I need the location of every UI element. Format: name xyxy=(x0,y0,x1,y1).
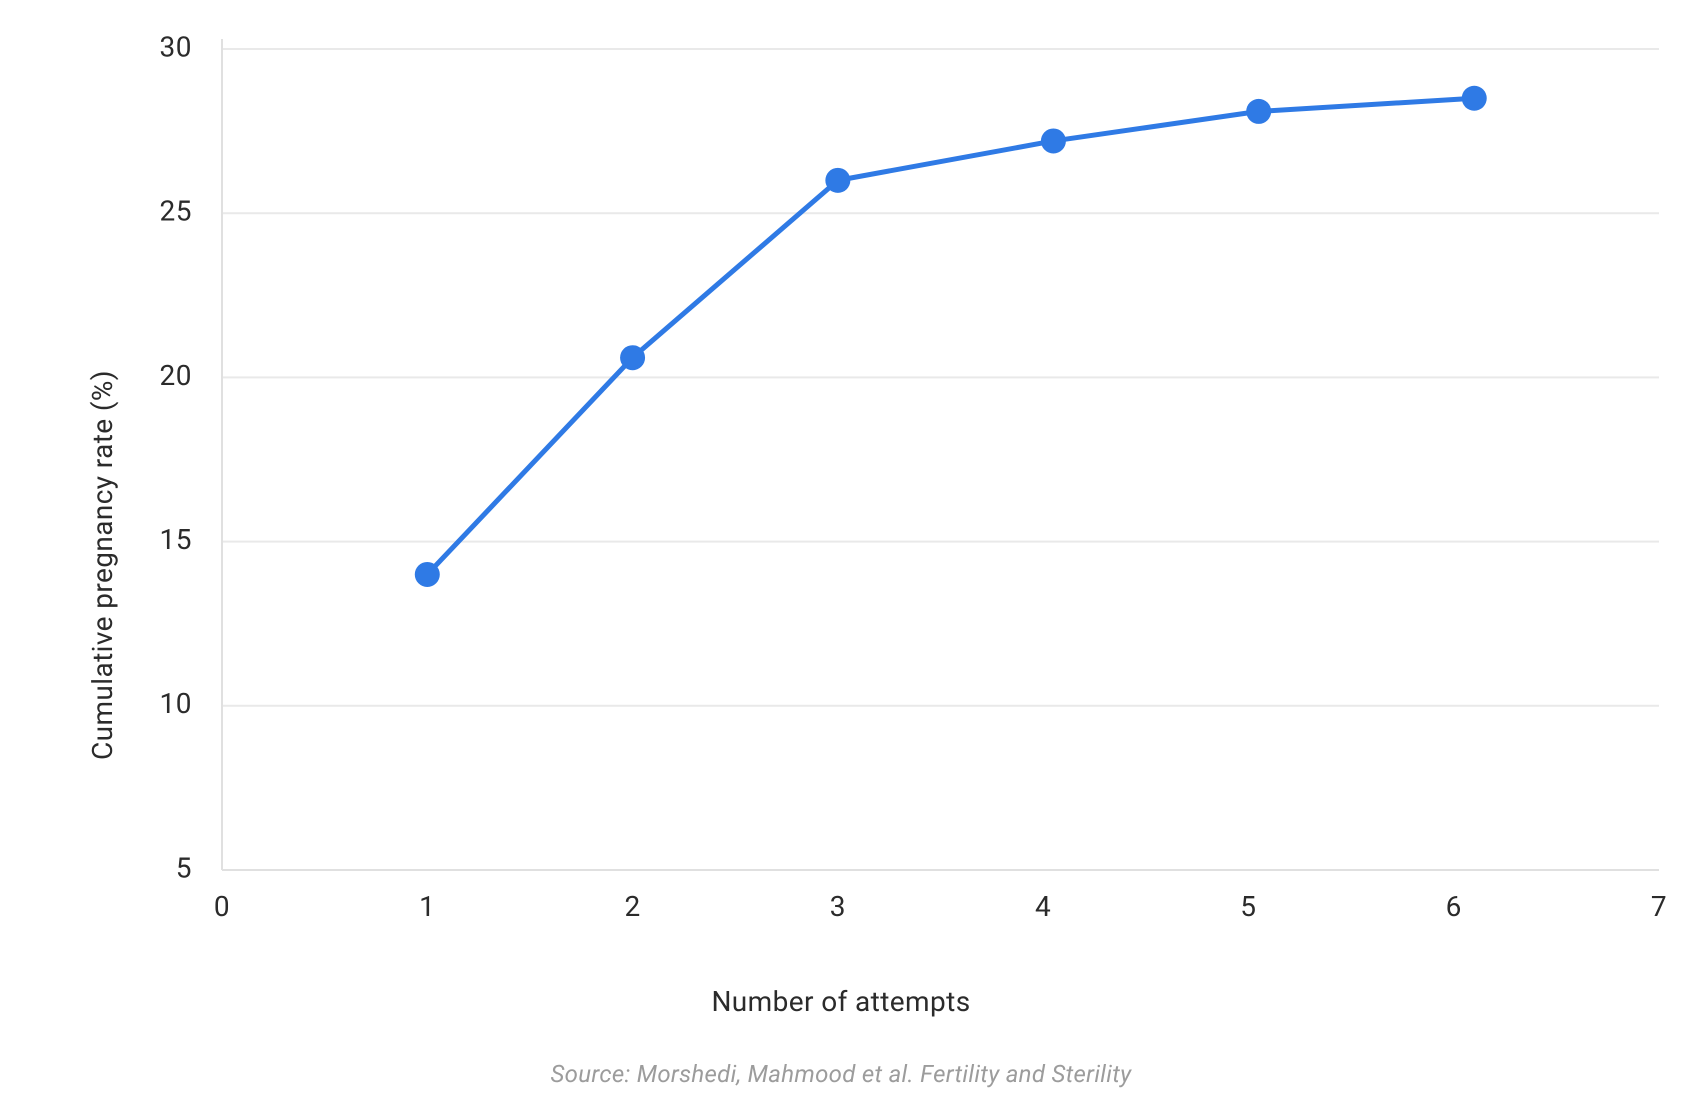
y-tick-label: 25 xyxy=(160,195,192,228)
y-tick-label: 30 xyxy=(160,30,192,63)
data-point xyxy=(825,168,850,193)
y-axis-title: Cumulative pregnancy rate (%) xyxy=(86,370,119,760)
pregnancy-rate-chart: 5 10 15 20 25 30 0 1 2 3 4 5 6 7 Cumulative pregnancy… xyxy=(0,0,1682,1098)
x-tick-label: 0 xyxy=(214,890,230,923)
x-tick-label: 3 xyxy=(830,890,846,923)
x-tick-label: 5 xyxy=(1240,890,1256,923)
data-point xyxy=(1246,99,1271,124)
data-point xyxy=(415,562,440,587)
x-tick-label: 6 xyxy=(1446,890,1462,923)
y-tick-label: 5 xyxy=(176,851,192,884)
y-tick-label: 15 xyxy=(160,523,192,556)
data-point xyxy=(620,345,645,370)
chart-canvas: 5 10 15 20 25 30 0 1 2 3 4 5 6 7 xyxy=(0,0,1682,1098)
x-tick-label: 7 xyxy=(1651,890,1667,923)
x-axis-title: Number of attempts xyxy=(0,985,1682,1018)
y-tick-label: 10 xyxy=(160,687,192,720)
data-point xyxy=(1041,128,1066,153)
x-tick-label: 1 xyxy=(419,890,435,923)
source-citation: Source: Morshedi, Mahmood et al. Fertili… xyxy=(0,1060,1682,1088)
y-tick-label: 20 xyxy=(160,359,192,392)
data-point xyxy=(1462,86,1487,111)
x-tick-label: 2 xyxy=(624,890,640,923)
x-tick-label: 4 xyxy=(1035,890,1051,923)
